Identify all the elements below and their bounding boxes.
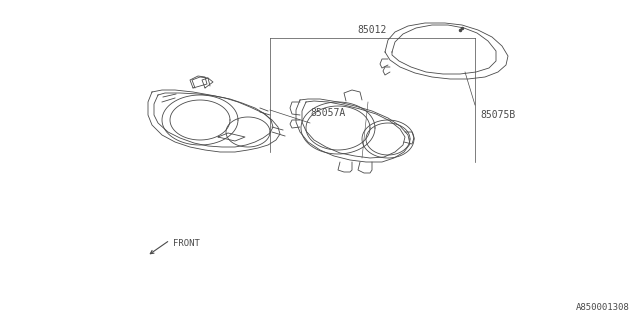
- Text: 85057A: 85057A: [310, 108, 345, 118]
- Text: 85012: 85012: [358, 25, 387, 35]
- Text: FRONT: FRONT: [173, 238, 200, 247]
- Text: 85075B: 85075B: [480, 110, 515, 120]
- Text: A850001308: A850001308: [576, 303, 630, 312]
